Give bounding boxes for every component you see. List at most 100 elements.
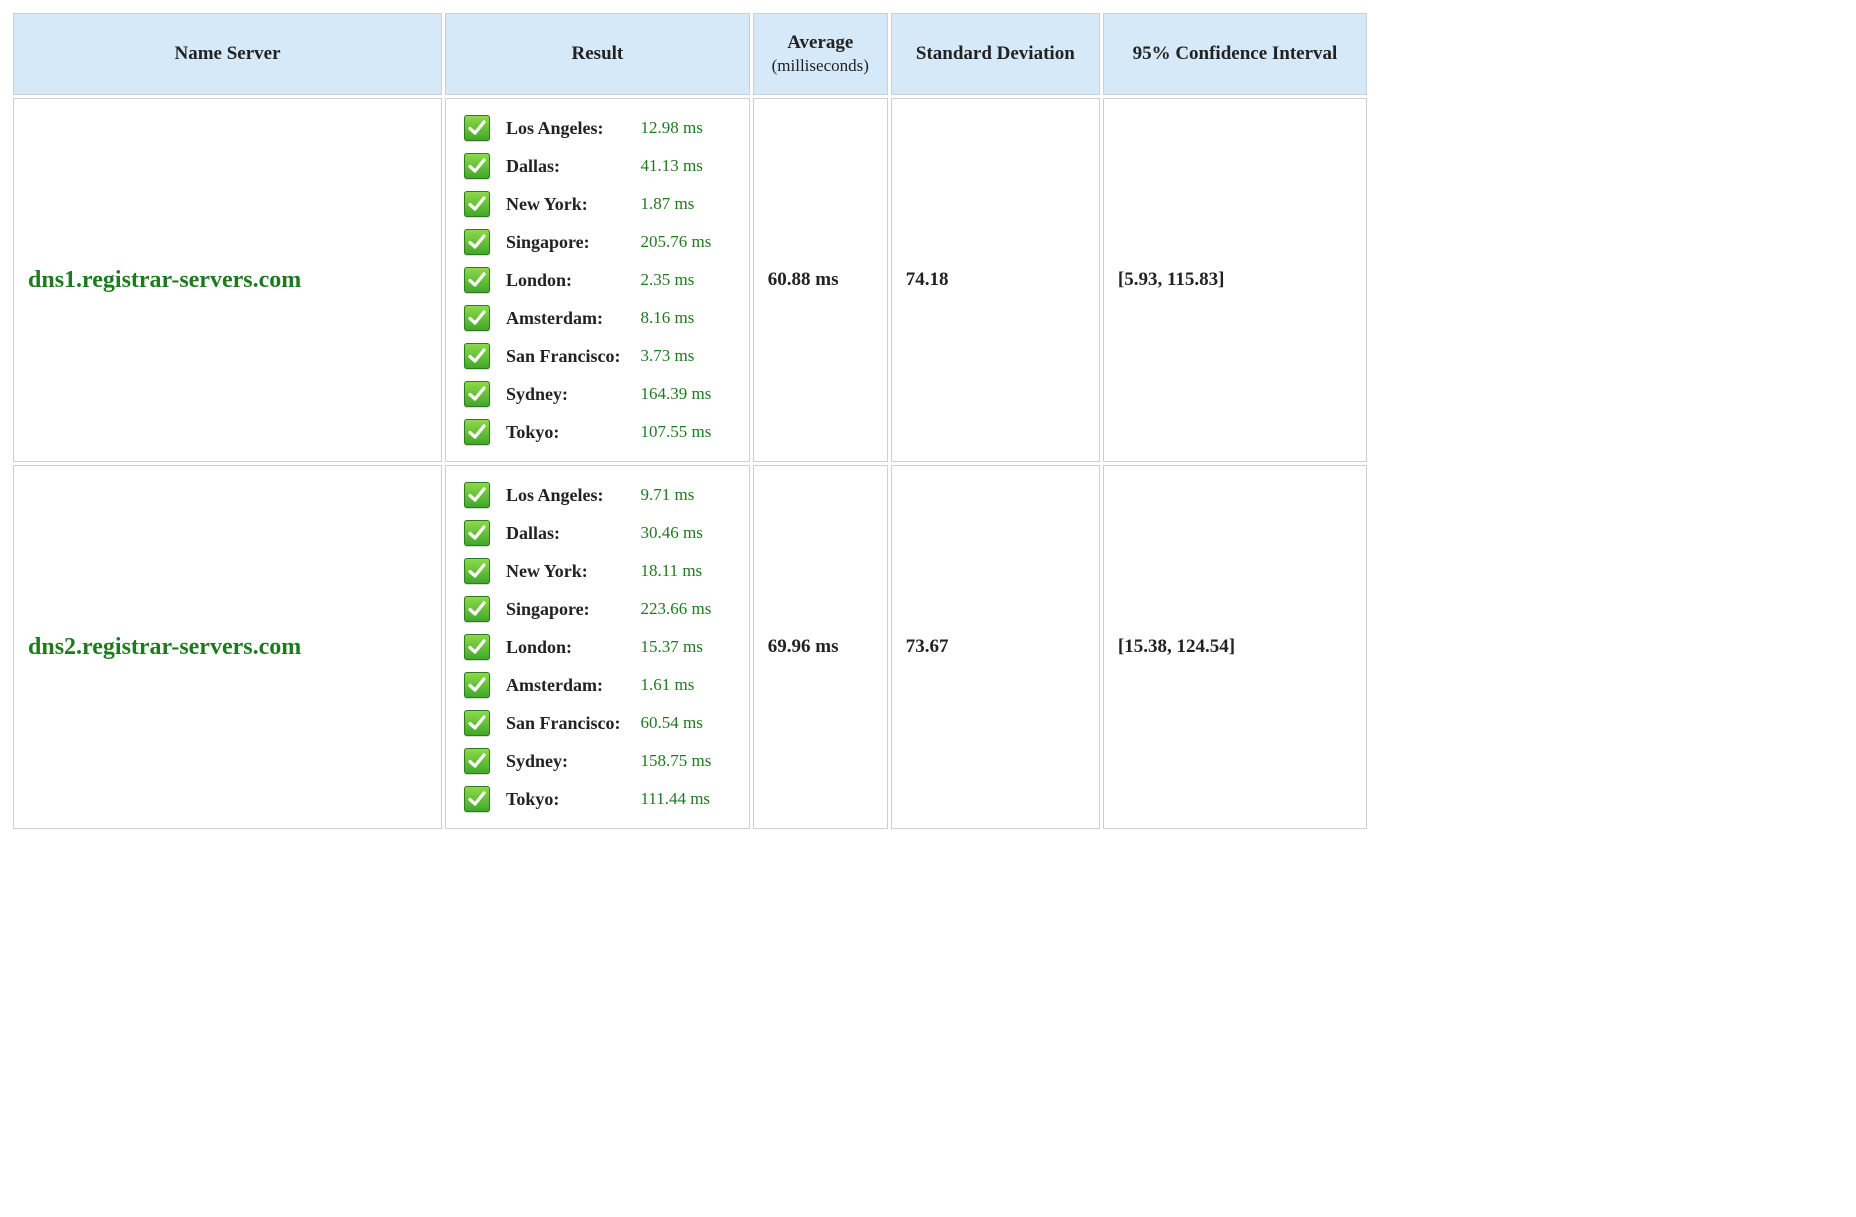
conf-int-value: [15.38, 124.54] [1103, 465, 1367, 829]
col-header-conf-int: 95% Confidence Interval [1103, 13, 1367, 95]
check-icon [464, 482, 490, 508]
check-icon [464, 305, 490, 331]
location-name: New York: [502, 185, 631, 223]
location-list: Los Angeles:9.71 msDallas:30.46 msNew Yo… [460, 476, 715, 818]
location-row: New York:18.11 ms [460, 552, 715, 590]
check-icon [464, 191, 490, 217]
check-icon [464, 381, 490, 407]
location-name: Tokyo: [502, 413, 631, 451]
status-cell [460, 299, 502, 337]
check-icon [464, 786, 490, 812]
status-cell [460, 413, 502, 451]
location-latency: 12.98 ms [630, 109, 715, 147]
location-row: London:15.37 ms [460, 628, 715, 666]
location-row: Los Angeles:12.98 ms [460, 109, 715, 147]
location-row: Dallas:30.46 ms [460, 514, 715, 552]
location-row: Los Angeles:9.71 ms [460, 476, 715, 514]
result-cell: Los Angeles:12.98 msDallas:41.13 msNew Y… [445, 98, 750, 462]
status-cell [460, 742, 502, 780]
col-header-average-sub: (milliseconds) [768, 56, 873, 76]
table-header-row: Name Server Result Average (milliseconds… [13, 13, 1367, 95]
check-icon [464, 115, 490, 141]
location-latency: 15.37 ms [630, 628, 715, 666]
location-latency: 30.46 ms [630, 514, 715, 552]
check-icon [464, 343, 490, 369]
location-name: Singapore: [502, 590, 631, 628]
location-list: Los Angeles:12.98 msDallas:41.13 msNew Y… [460, 109, 715, 451]
location-row: London:2.35 ms [460, 261, 715, 299]
check-icon [464, 520, 490, 546]
location-name: Los Angeles: [502, 109, 631, 147]
status-cell [460, 666, 502, 704]
location-row: Tokyo:111.44 ms [460, 780, 715, 818]
check-icon [464, 267, 490, 293]
std-dev-value: 73.67 [891, 465, 1100, 829]
server-name: dns1.registrar-servers.com [13, 98, 442, 462]
status-cell [460, 337, 502, 375]
location-latency: 1.87 ms [630, 185, 715, 223]
col-header-average: Average (milliseconds) [753, 13, 888, 95]
col-header-std-dev: Standard Deviation [891, 13, 1100, 95]
location-latency: 223.66 ms [630, 590, 715, 628]
average-value: 69.96 ms [753, 465, 888, 829]
location-name: Dallas: [502, 514, 631, 552]
status-cell [460, 185, 502, 223]
col-header-result: Result [445, 13, 750, 95]
location-name: Dallas: [502, 147, 631, 185]
location-name: London: [502, 628, 631, 666]
check-icon [464, 634, 490, 660]
location-latency: 3.73 ms [630, 337, 715, 375]
location-latency: 164.39 ms [630, 375, 715, 413]
location-latency: 107.55 ms [630, 413, 715, 451]
status-cell [460, 628, 502, 666]
location-latency: 9.71 ms [630, 476, 715, 514]
status-cell [460, 590, 502, 628]
location-latency: 158.75 ms [630, 742, 715, 780]
location-row: Dallas:41.13 ms [460, 147, 715, 185]
status-cell [460, 147, 502, 185]
status-cell [460, 514, 502, 552]
table-row: dns2.registrar-servers.comLos Angeles:9.… [13, 465, 1367, 829]
location-row: Sydney:164.39 ms [460, 375, 715, 413]
std-dev-value: 74.18 [891, 98, 1100, 462]
location-name: New York: [502, 552, 631, 590]
location-name: Tokyo: [502, 780, 631, 818]
table-row: dns1.registrar-servers.comLos Angeles:12… [13, 98, 1367, 462]
location-name: Singapore: [502, 223, 631, 261]
status-cell [460, 704, 502, 742]
status-cell [460, 223, 502, 261]
status-cell [460, 375, 502, 413]
location-row: San Francisco:60.54 ms [460, 704, 715, 742]
server-name: dns2.registrar-servers.com [13, 465, 442, 829]
status-cell [460, 552, 502, 590]
check-icon [464, 153, 490, 179]
location-name: San Francisco: [502, 337, 631, 375]
conf-int-value: [5.93, 115.83] [1103, 98, 1367, 462]
location-latency: 205.76 ms [630, 223, 715, 261]
check-icon [464, 229, 490, 255]
check-icon [464, 419, 490, 445]
check-icon [464, 710, 490, 736]
location-latency: 111.44 ms [630, 780, 715, 818]
location-row: Singapore:223.66 ms [460, 590, 715, 628]
location-latency: 1.61 ms [630, 666, 715, 704]
check-icon [464, 596, 490, 622]
average-value: 60.88 ms [753, 98, 888, 462]
location-row: New York:1.87 ms [460, 185, 715, 223]
location-name: London: [502, 261, 631, 299]
dns-results-table: Name Server Result Average (milliseconds… [10, 10, 1370, 832]
location-row: Amsterdam:1.61 ms [460, 666, 715, 704]
location-row: Amsterdam:8.16 ms [460, 299, 715, 337]
col-header-average-text: Average [787, 32, 853, 53]
location-name: Amsterdam: [502, 666, 631, 704]
location-latency: 18.11 ms [630, 552, 715, 590]
location-row: Sydney:158.75 ms [460, 742, 715, 780]
location-latency: 60.54 ms [630, 704, 715, 742]
location-name: Sydney: [502, 742, 631, 780]
location-latency: 2.35 ms [630, 261, 715, 299]
status-cell [460, 109, 502, 147]
status-cell [460, 261, 502, 299]
result-cell: Los Angeles:9.71 msDallas:30.46 msNew Yo… [445, 465, 750, 829]
location-name: Amsterdam: [502, 299, 631, 337]
col-header-name-server: Name Server [13, 13, 442, 95]
